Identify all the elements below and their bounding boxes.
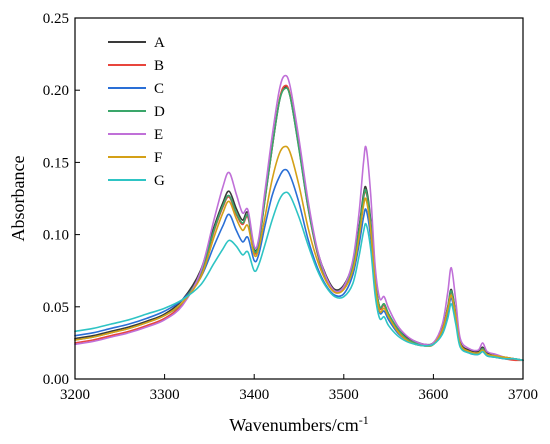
plot-frame — [74, 17, 524, 380]
y-tick-label: 0.15 — [43, 155, 69, 171]
legend-label-e: E — [154, 127, 163, 143]
y-tick-label: 0.00 — [43, 372, 69, 388]
x-tick-label: 3600 — [418, 387, 448, 403]
series-line-g — [74, 191, 524, 362]
ticks-layer: 3200 3300 3400 3500 3600 3700 0.00 0.05 0.10 0.15… — [43, 11, 538, 403]
legend-label-f: F — [154, 150, 162, 166]
legend-label-d: D — [154, 104, 165, 120]
x-tick-label: 3500 — [329, 387, 359, 403]
series-line-c — [74, 168, 524, 362]
x-tick-label: 3300 — [150, 387, 180, 403]
x-axis-title: Wavenumbers/cm-1 — [229, 413, 369, 435]
y-axis-title: Absorbance — [8, 156, 28, 242]
legend-label-a: A — [154, 35, 165, 51]
x-tick-label: 3400 — [239, 387, 269, 403]
series-line-f — [74, 145, 524, 362]
y-tick-label: 0.10 — [43, 228, 69, 244]
series-layer — [74, 74, 524, 362]
x-tick-label: 3200 — [60, 387, 90, 403]
series-line-e — [74, 74, 524, 362]
legend-label-b: B — [154, 58, 164, 74]
legend-label-c: C — [154, 81, 164, 97]
x-tick-label: 3700 — [508, 387, 538, 403]
y-tick-label: 0.25 — [43, 11, 69, 27]
y-tick-label: 0.20 — [43, 83, 69, 99]
y-tick-label: 0.05 — [43, 300, 69, 316]
legend-label-g: G — [154, 173, 165, 189]
